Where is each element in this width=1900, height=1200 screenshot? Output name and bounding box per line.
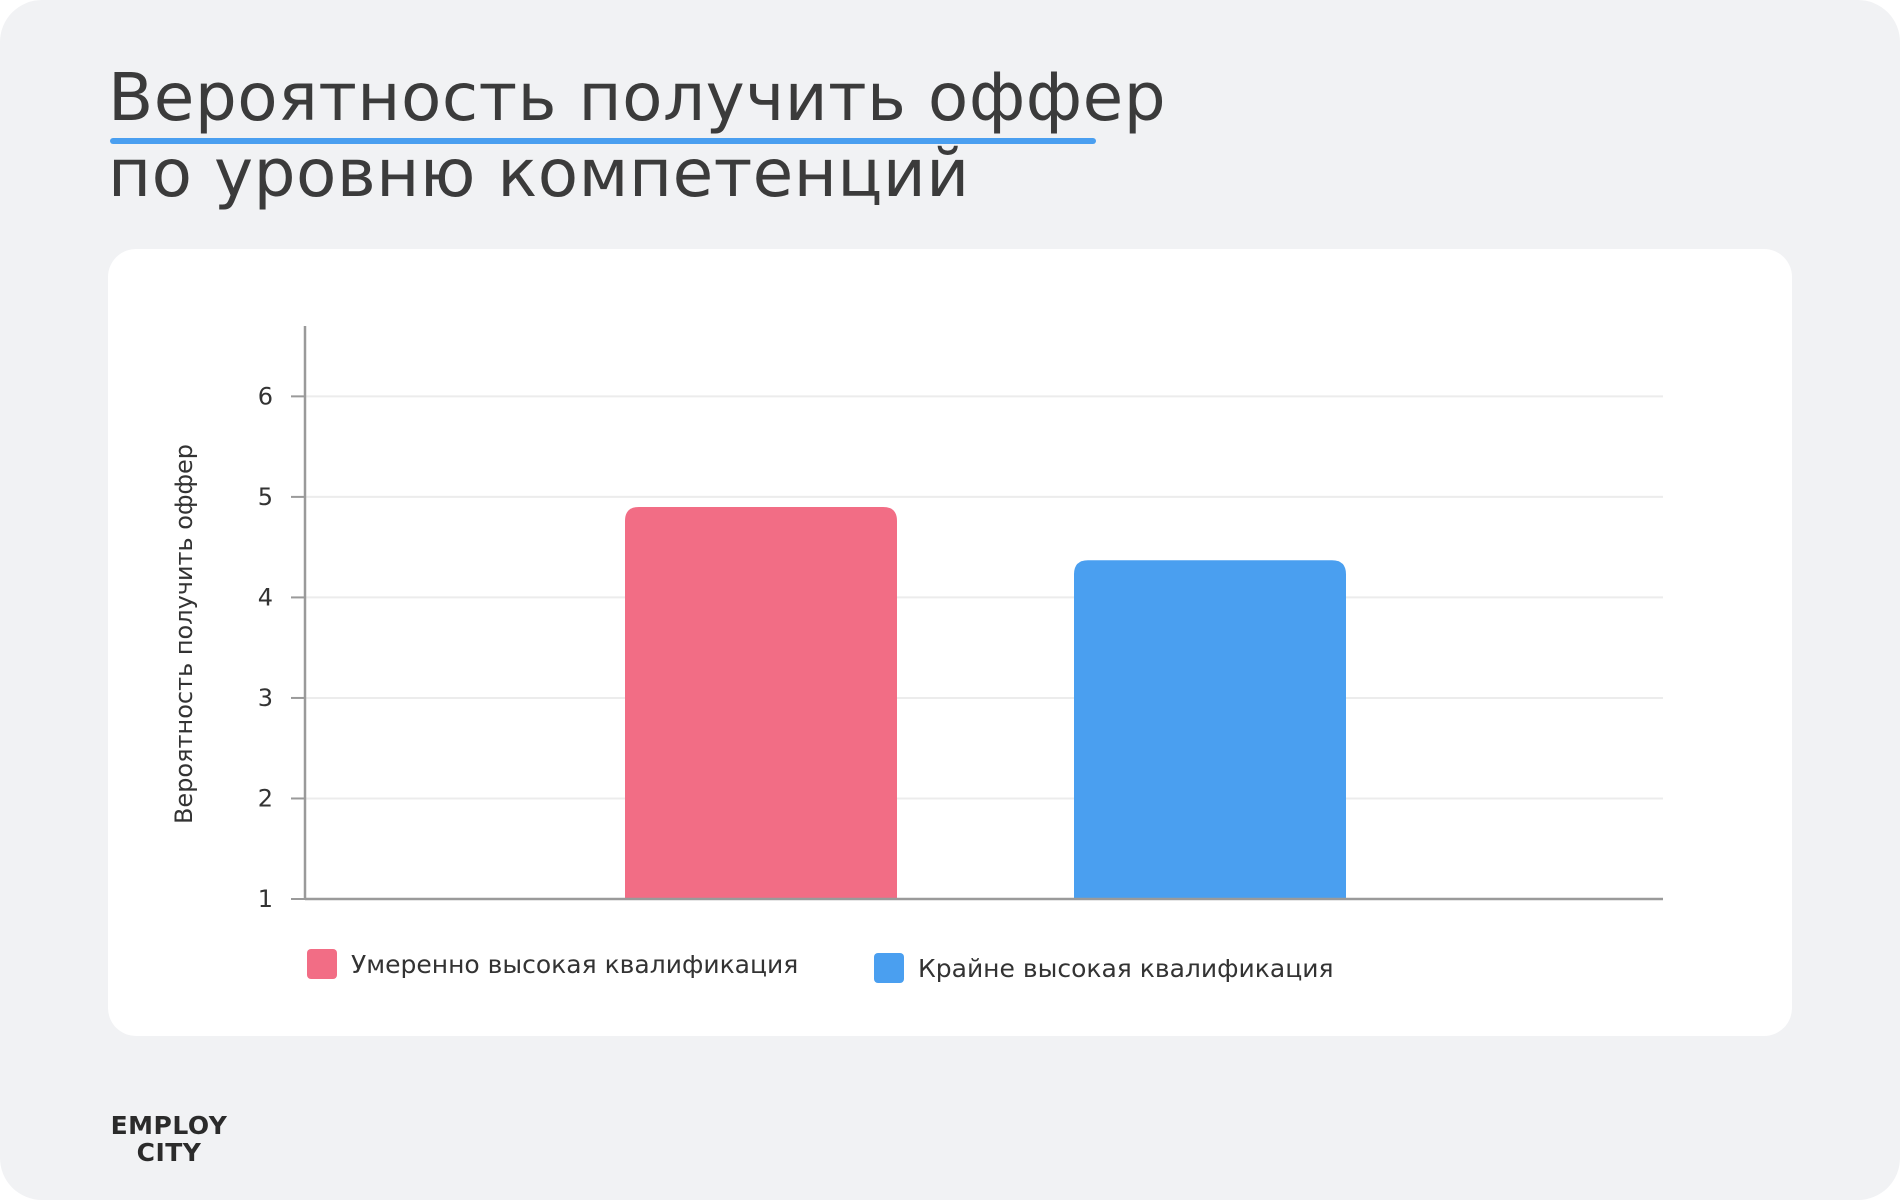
bar-1	[625, 506, 897, 899]
legend-swatch-2	[874, 953, 904, 983]
legend-item-1: Умеренно высокая квалификация	[307, 949, 798, 979]
legend-item-2: Крайне высокая квалификация	[874, 953, 1334, 983]
employ-city-logo: EMPLOY CITY	[108, 1112, 230, 1166]
legend-label-1: Умеренно высокая квалификация	[351, 949, 799, 979]
y-tick-label-5: 5	[258, 483, 273, 511]
logo-line-1: EMPLOY	[110, 1111, 228, 1140]
title-line-1: Вероятность получить оффер	[108, 59, 1167, 136]
page-title: Вероятность получить оффер по уровню ком…	[108, 60, 1166, 212]
legend-swatch-1	[307, 949, 337, 979]
y-tick-label-1: 1	[258, 885, 273, 913]
bar-2	[1074, 560, 1346, 899]
title-underline	[110, 138, 1096, 144]
y-tick-label-2: 2	[258, 784, 273, 812]
logo-line-2: CITY	[136, 1138, 202, 1167]
y-tick-label-6: 6	[258, 382, 273, 410]
chart-card: 1 2 3 4 5 6 Вероятность получить оффер Умеренн…	[108, 249, 1792, 1036]
legend-label-2: Крайне высокая квалификация	[918, 953, 1334, 983]
y-tick-label-4: 4	[258, 583, 273, 611]
y-axis-label: Вероятность получить оффер	[170, 444, 198, 824]
title-line-2: по уровню компетенций	[108, 135, 970, 212]
bar-chart: 1 2 3 4 5 6 Вероятность получить оффер	[170, 326, 1663, 913]
y-tick-label-3: 3	[258, 684, 273, 712]
